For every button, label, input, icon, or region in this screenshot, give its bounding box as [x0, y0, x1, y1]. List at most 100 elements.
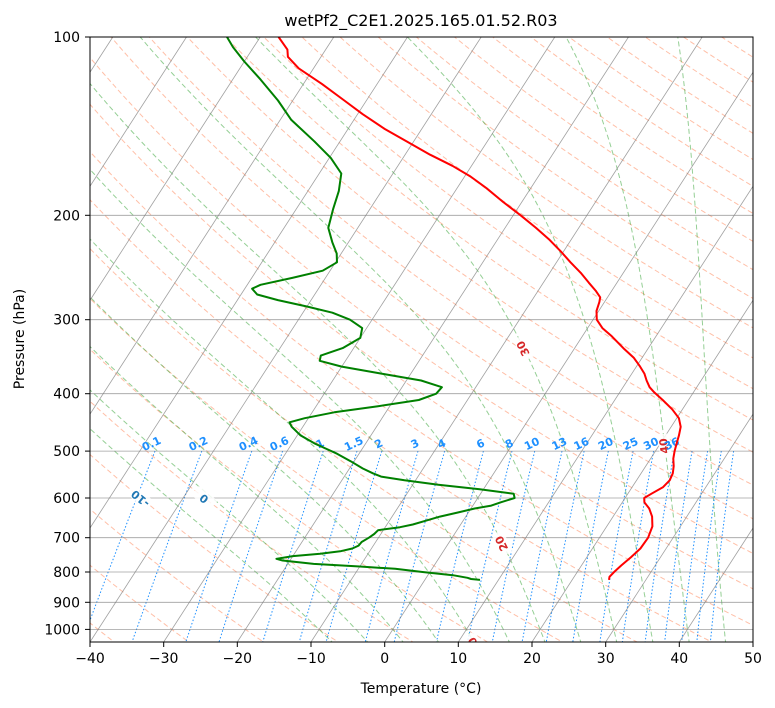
- y-tick-label: 200: [53, 208, 80, 224]
- y-axis: 100 200 300 400 500 600 700 800 900 1000: [44, 30, 90, 638]
- dry-adiabat-line: [90, 508, 265, 642]
- dry-adiabat-line: [186, 37, 753, 453]
- moist-adiabat-line: [90, 238, 475, 642]
- mixing-ratio-line: [545, 451, 585, 642]
- isotherm-line: [90, 37, 261, 301]
- dry-adiabat-line: [148, 37, 753, 486]
- mixing-ratio-line: [435, 450, 484, 642]
- dry-adiabat-line: [568, 37, 753, 161]
- mixing-ratio-line: [298, 450, 358, 642]
- isotherm-line: [384, 71, 753, 642]
- x-tick-label: 10: [449, 651, 467, 667]
- isotherm-line: [310, 37, 703, 642]
- x-tick-label: 20: [523, 651, 541, 667]
- mixing-ratio-line: [572, 450, 609, 642]
- isotherm-line: [90, 37, 335, 415]
- dry-adiabat-line: [530, 37, 753, 187]
- y-tick-label: 400: [53, 387, 80, 403]
- isotherm-line: [531, 299, 753, 642]
- dry-adiabat-line: [90, 453, 340, 642]
- dry-adiabat-line: [644, 37, 753, 109]
- dry-adiabat-line: [90, 151, 753, 626]
- moist-adiabat-line: [565, 37, 690, 642]
- moist-adiabat-line: [677, 37, 727, 642]
- profile-lines: [226, 37, 682, 581]
- mixing-ratio-line: [644, 451, 675, 642]
- mixing-ratio-line: [696, 451, 722, 642]
- mixing-ratio-line: [681, 451, 709, 642]
- moist-adiabat-line: [139, 37, 582, 642]
- y-tick-label: 300: [53, 313, 80, 329]
- x-tick-label: 30: [597, 651, 615, 667]
- isotherm-line: [605, 413, 753, 642]
- mixing-ratio-label: 30: [641, 435, 661, 453]
- moist-adiabat-label-background: [491, 529, 514, 557]
- moist-adiabat-label-background: [657, 433, 673, 459]
- dry-adiabat-line: [90, 564, 190, 642]
- mixing-ratio-line: [364, 450, 419, 642]
- isotherm-line: [236, 37, 629, 642]
- y-tick-label: 100: [53, 30, 80, 46]
- isotherm-line: [678, 527, 753, 642]
- mixing-ratio-line: [262, 450, 324, 642]
- y-tick-label: 500: [53, 444, 80, 460]
- moist-adiabat-label: 30: [514, 338, 533, 358]
- moist-adiabat-label: 10: [465, 634, 484, 654]
- dry-adiabat-line: [377, 37, 753, 300]
- mixing-ratio-line: [709, 451, 735, 642]
- temperature-profile-line: [277, 37, 682, 581]
- isotherm-line: [90, 37, 187, 187]
- mixing-ratio-label: 10: [522, 435, 542, 453]
- x-tick-label: 40: [670, 651, 688, 667]
- moist-adiabat-label-background: [512, 334, 535, 362]
- dewpoint-profile-line: [226, 37, 516, 581]
- x-tick-label: −30: [149, 651, 179, 667]
- y-tick-label: 600: [53, 491, 80, 507]
- mixing-ratio-label: 8: [503, 436, 515, 451]
- dry-adiabat-line: [90, 348, 489, 642]
- x-axis: −40 −30 −20 −10 0 10 20 30 40 50: [75, 642, 762, 667]
- mixing-ratio-line: [599, 451, 634, 642]
- dry-adiabat-line: [720, 37, 753, 58]
- x-axis-label: Temperature (°C): [360, 681, 482, 697]
- dry-adiabat-line: [339, 37, 753, 329]
- plot-frame: [89, 36, 754, 643]
- mixing-ratio-label: 13: [550, 435, 569, 453]
- moist-adiabat-line: [90, 296, 440, 642]
- x-tick-label: −20: [223, 651, 253, 667]
- mixing-ratio-label: 3: [409, 436, 421, 451]
- moist-adiabat-line: [254, 37, 618, 642]
- dry-adiabat-label-background: [191, 485, 218, 511]
- isotherm-line: [457, 185, 753, 642]
- y-tick-label: 800: [53, 565, 80, 581]
- dry-adiabat-label-background: [1, 485, 27, 510]
- mixing-ratio-label: 20: [596, 435, 616, 453]
- dry-adiabat-label: -30: [1, 487, 25, 510]
- moist-adiabat-line: [90, 428, 333, 642]
- x-tick-label: 50: [744, 651, 762, 667]
- dry-adiabat-label-background: [127, 485, 154, 511]
- moist-adiabat-label-background: [464, 631, 487, 642]
- mixing-ratio-line: [218, 450, 284, 642]
- y-tick-label: 700: [53, 531, 80, 547]
- mixing-ratio-line: [90, 450, 156, 622]
- dry-adiabat-line: [90, 103, 753, 590]
- mixing-ratio-line: [621, 451, 655, 642]
- dry-adiabat-line: [90, 247, 639, 642]
- moist-adiabat-label: 20: [492, 533, 511, 553]
- dry-adiabat-line: [90, 297, 564, 642]
- mixing-ratio-label: 2: [373, 436, 385, 451]
- dry-adiabat-line: [110, 37, 753, 520]
- y-axis-label: Pressure (hPa): [12, 289, 28, 389]
- isotherm-line: [90, 37, 408, 529]
- x-tick-label: −40: [75, 651, 105, 667]
- dry-adiabat-line: [224, 37, 753, 421]
- x-tick-label: −10: [296, 651, 326, 667]
- moist-adiabat-line: [90, 82, 546, 642]
- mixing-ratio-line: [393, 450, 446, 642]
- moist-adiabat-line: [90, 389, 369, 642]
- y-tick-label: 900: [53, 595, 80, 611]
- isotherm-line: [90, 37, 482, 642]
- mixing-ratio-line: [664, 451, 693, 642]
